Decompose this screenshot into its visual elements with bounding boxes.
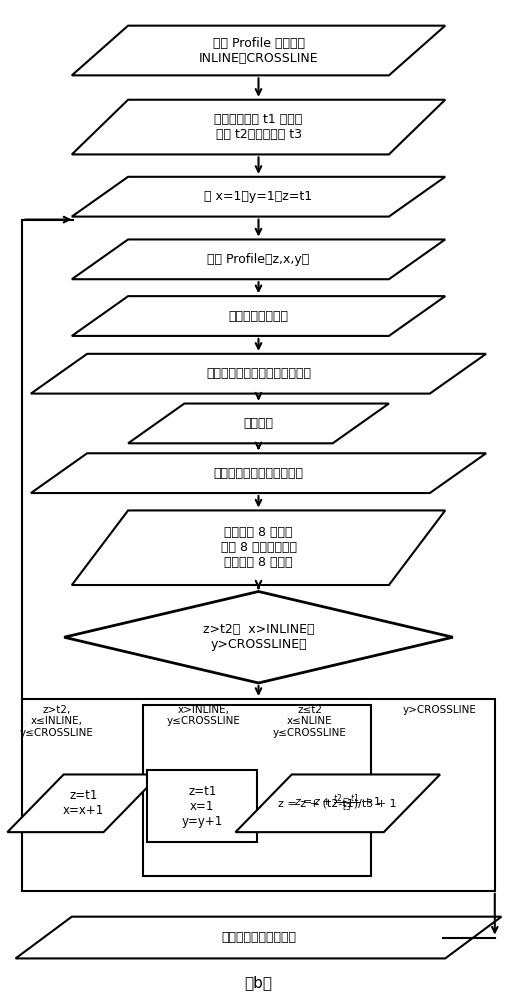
Polygon shape bbox=[64, 591, 453, 683]
Bar bbox=[143, 705, 371, 876]
Text: 显示至屏幕，存储硬盘: 显示至屏幕，存储硬盘 bbox=[221, 931, 296, 944]
Bar bbox=[22, 699, 495, 891]
Polygon shape bbox=[72, 100, 445, 154]
Text: z>t2？  x>INLINE？
y>CROSSLINE？: z>t2？ x>INLINE？ y>CROSSLINE？ bbox=[203, 623, 314, 651]
Polygon shape bbox=[31, 354, 486, 394]
Text: z=t1
x=x+1: z=t1 x=x+1 bbox=[63, 789, 104, 817]
Text: y>CROSSLINE: y>CROSSLINE bbox=[403, 705, 477, 715]
Polygon shape bbox=[72, 239, 445, 279]
Text: 矩阵按行拉伸排列得到数组: 矩阵按行拉伸排列得到数组 bbox=[214, 467, 303, 480]
Text: 令 x=1，y=1，z=t1: 令 x=1，y=1，z=t1 bbox=[204, 190, 313, 203]
Text: z = z + (t2-t1)/t3 + 1: z = z + (t2-t1)/t3 + 1 bbox=[279, 798, 397, 808]
Text: $z=z+\frac{t2-t1}{t3}+1$: $z=z+\frac{t2-t1}{t3}+1$ bbox=[294, 793, 382, 814]
Polygon shape bbox=[72, 26, 445, 75]
Text: 转换为二进制数组: 转换为二进制数组 bbox=[229, 310, 288, 323]
Text: z≤t2
x≤NLINE
y≤CROSSLINE: z≤t2 x≤NLINE y≤CROSSLINE bbox=[272, 705, 346, 738]
Polygon shape bbox=[235, 774, 440, 832]
Text: 输入 Profile 数据体的
INLINE、CROSSLINE: 输入 Profile 数据体的 INLINE、CROSSLINE bbox=[199, 37, 318, 65]
Text: 数组按照 8 位一组
得到 8 个数组，并分
别存储进 8 个文件: 数组按照 8 位一组 得到 8 个数组，并分 别存储进 8 个文件 bbox=[220, 526, 297, 569]
Text: 数组按照特定顺序排列得到矩阵: 数组按照特定顺序排列得到矩阵 bbox=[206, 367, 311, 380]
Polygon shape bbox=[72, 177, 445, 217]
Polygon shape bbox=[31, 453, 486, 493]
Bar bbox=[147, 770, 257, 842]
Text: 输入起始时间 t1 和终止
时间 t2，采样间隔 t3: 输入起始时间 t1 和终止 时间 t2，采样间隔 t3 bbox=[215, 113, 302, 141]
Text: z>t2,
x≤INLINE,
y≤CROSSLINE: z>t2, x≤INLINE, y≤CROSSLINE bbox=[20, 705, 94, 738]
Polygon shape bbox=[72, 296, 445, 336]
Text: （b）: （b） bbox=[245, 975, 272, 990]
Polygon shape bbox=[7, 774, 160, 832]
Text: 矩阵转置: 矩阵转置 bbox=[244, 417, 273, 430]
Polygon shape bbox=[128, 404, 389, 443]
Text: z=t1
x=1
y=y+1: z=t1 x=1 y=y+1 bbox=[181, 785, 223, 828]
Text: x>INLINE,
y≤CROSSLINE: x>INLINE, y≤CROSSLINE bbox=[167, 705, 241, 726]
Text: 读取 Profile（z,x,y）: 读取 Profile（z,x,y） bbox=[207, 253, 310, 266]
Polygon shape bbox=[72, 510, 445, 585]
Polygon shape bbox=[16, 917, 501, 958]
